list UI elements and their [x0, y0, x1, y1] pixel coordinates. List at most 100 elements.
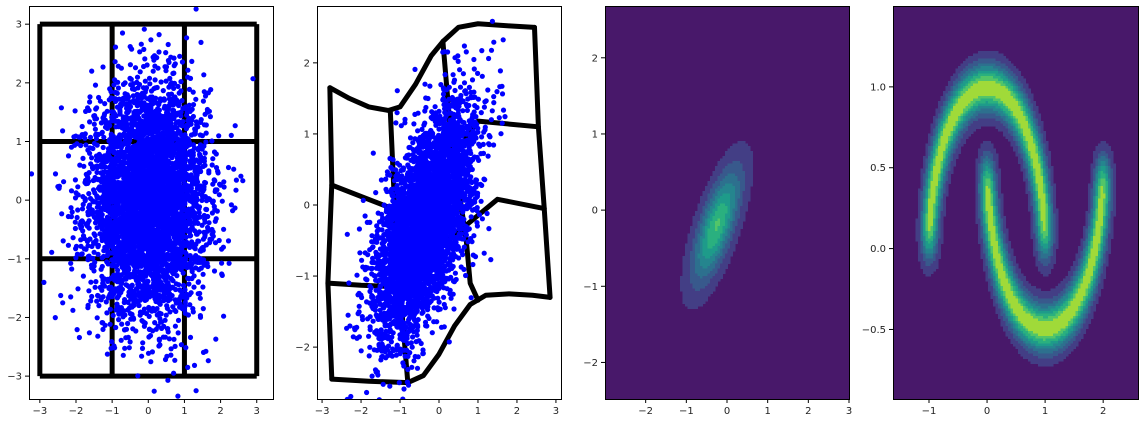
scatter-point [118, 121, 124, 127]
scatter-point [123, 216, 129, 222]
scatter-point [191, 284, 197, 290]
scatter-point [175, 317, 182, 323]
scatter-point [183, 345, 189, 351]
scatter-point [93, 279, 99, 285]
scatter-point [195, 256, 201, 262]
scatter-point [170, 217, 176, 223]
scatter-point [119, 321, 125, 327]
scatter-point [216, 192, 222, 198]
scatter-point [90, 145, 96, 152]
scatter-point [171, 336, 177, 342]
scatter-point [103, 299, 109, 305]
scatter-point [123, 276, 129, 282]
scatter-point [148, 249, 154, 255]
scatter-point [143, 287, 149, 293]
scatter-point [145, 350, 152, 356]
axes-frame [29, 6, 274, 400]
scatter-point [228, 132, 234, 138]
scatter-point [197, 166, 203, 172]
scatter-point [201, 155, 207, 161]
scatter-point [139, 128, 145, 134]
scatter-point [200, 188, 206, 194]
scatter-point [344, 231, 350, 237]
scatter-point [120, 226, 126, 232]
scatter-point [183, 106, 189, 112]
scatter-point [118, 193, 124, 199]
scatter-point [178, 113, 184, 119]
scatter-point [191, 255, 197, 261]
scatter-point [90, 198, 96, 204]
scatter-point [141, 26, 147, 32]
scatter-point [190, 153, 196, 160]
scatter-point [152, 289, 158, 295]
scatter-point [166, 91, 172, 98]
scatter-point [221, 226, 227, 232]
scatter-point [97, 187, 103, 193]
scatter-point [168, 81, 174, 87]
scatter-point [134, 249, 140, 255]
scatter-point [152, 219, 158, 225]
scatter-point [171, 242, 177, 248]
scatter-point [153, 126, 159, 133]
scatter-point [149, 166, 155, 172]
scatter-point [192, 220, 198, 226]
scatter-point [185, 117, 191, 124]
scatter-point [95, 177, 101, 183]
scatter-point [56, 183, 63, 189]
plot-area [29, 6, 260, 399]
scatter-point [180, 135, 186, 141]
scatter-point [143, 294, 150, 300]
scatter-point [101, 183, 107, 189]
scatter-point [143, 184, 149, 190]
scatter-point [139, 249, 145, 255]
scatter-point [148, 119, 154, 125]
scatter-point [123, 335, 129, 341]
scatter-point [141, 113, 147, 119]
scatter-point [186, 217, 192, 223]
scatter-point [94, 298, 100, 304]
scatter-point [108, 142, 114, 148]
scatter-point [186, 281, 192, 287]
scatter-point [141, 100, 147, 106]
scatter-point [140, 85, 147, 91]
scatter-point [129, 226, 136, 232]
scatter-point [136, 100, 142, 106]
scatter-point [94, 225, 100, 231]
scatter-point [134, 92, 140, 98]
scatter-point [129, 282, 135, 288]
scatter-point [189, 164, 195, 170]
scatter-point [166, 96, 172, 102]
scatter-point [124, 226, 130, 232]
scatter-point [49, 249, 55, 255]
scatter-point [111, 179, 117, 185]
scatter-point [94, 215, 101, 221]
scatter-point [187, 302, 193, 308]
scatter-point [203, 130, 209, 136]
scatter-point [126, 345, 132, 351]
scatter-point [145, 122, 151, 129]
scatter-point [211, 268, 218, 274]
scatter-point [178, 152, 184, 158]
scatter-point [179, 231, 185, 237]
x-tick-label: −1 [105, 406, 120, 417]
scatter-point [176, 144, 182, 150]
scatter-point [140, 123, 146, 129]
scatter-point [127, 339, 133, 345]
scatter-point [193, 241, 199, 247]
scatter-point [131, 97, 137, 104]
scatter-point [194, 174, 200, 180]
scatter-point [118, 337, 124, 343]
scatter-point [160, 244, 166, 250]
scatter-point [168, 183, 174, 189]
scatter-point [131, 299, 137, 305]
scatter-point [240, 178, 246, 184]
scatter-point [112, 77, 118, 83]
scatter-point [118, 103, 124, 109]
scatter-point [69, 266, 75, 272]
scatter-point [179, 246, 185, 253]
scatter-point [197, 295, 203, 301]
scatter-point [106, 97, 112, 103]
scatter-point [211, 177, 217, 183]
scatter-point [122, 116, 128, 122]
scatter-point [125, 320, 131, 327]
